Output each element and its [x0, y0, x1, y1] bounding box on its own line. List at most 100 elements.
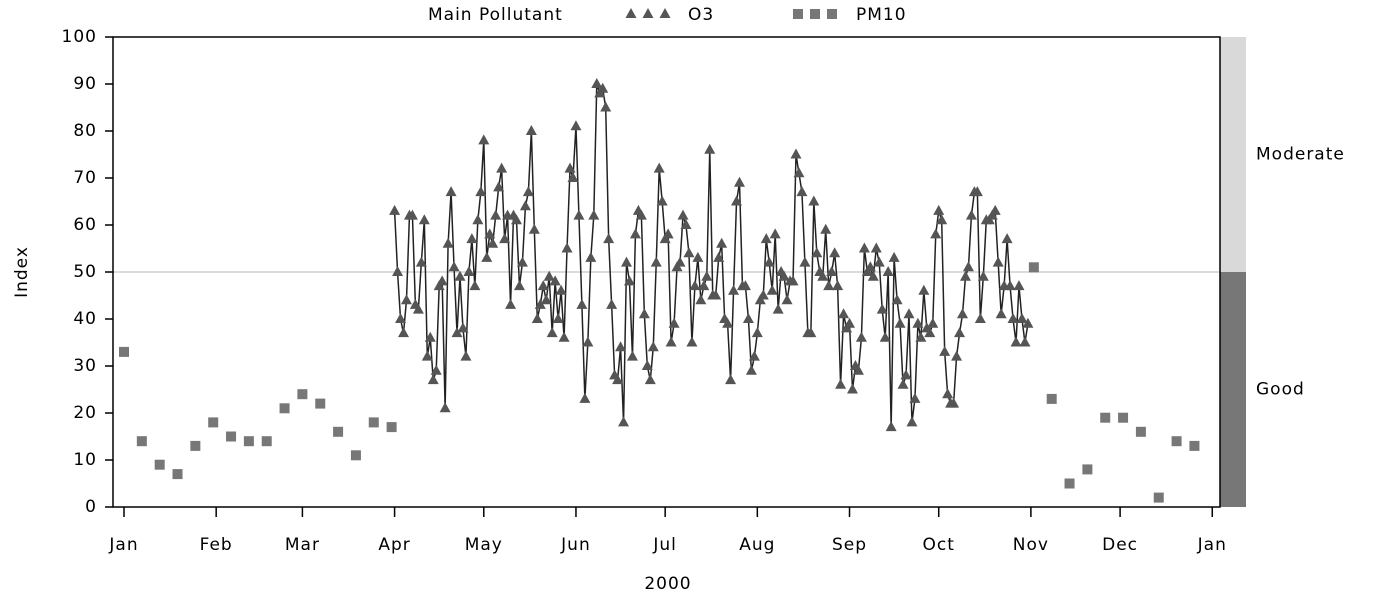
marker-triangle — [531, 313, 543, 323]
category-band — [1220, 37, 1246, 272]
marker-triangle — [939, 345, 951, 356]
marker-triangle — [680, 219, 692, 229]
marker-triangle — [867, 270, 879, 281]
marker-triangle — [820, 223, 832, 234]
x-tick-label: Jun — [560, 535, 591, 555]
marker-triangle — [933, 204, 945, 215]
marker-triangle — [625, 8, 637, 18]
y-tick-label: 20 — [73, 403, 97, 423]
marker-triangle — [909, 392, 921, 403]
marker-triangle — [427, 374, 439, 385]
marker-triangle — [1022, 317, 1034, 328]
marker-square — [1082, 464, 1093, 475]
x-tick-label: Aug — [739, 535, 775, 555]
y-axis-label: Index — [12, 246, 32, 298]
marker-square — [350, 450, 361, 461]
marker-triangle — [695, 294, 707, 305]
y-tick-label: 40 — [73, 309, 97, 329]
marker-triangle — [618, 416, 630, 427]
marker-triangle — [739, 280, 751, 291]
marker-triangle — [790, 148, 802, 159]
band-label: Moderate — [1256, 145, 1345, 165]
marker-square — [1189, 440, 1200, 451]
marker-triangle — [1010, 336, 1022, 347]
marker-triangle — [570, 120, 582, 131]
marker-triangle — [954, 327, 966, 338]
marker-triangle — [912, 317, 924, 328]
marker-triangle — [668, 317, 680, 328]
marker-square — [243, 436, 254, 447]
marker-triangle — [499, 233, 511, 244]
x-tick-label: Feb — [200, 535, 233, 555]
marker-square — [172, 469, 183, 480]
marker-triangle — [686, 336, 698, 347]
marker-triangle — [722, 317, 734, 328]
marker-triangle — [971, 186, 983, 197]
marker-triangle — [460, 350, 472, 361]
marker-triangle — [638, 308, 650, 319]
marker-triangle — [591, 78, 603, 88]
x-tick-label: Sep — [832, 535, 867, 555]
marker-triangle — [659, 8, 671, 18]
marker-triangle — [959, 270, 971, 281]
marker-triangle — [623, 275, 635, 286]
marker-triangle — [439, 402, 451, 413]
marker-triangle — [445, 186, 457, 197]
marker-triangle — [615, 341, 627, 352]
marker-square — [279, 403, 290, 414]
marker-triangle — [936, 214, 948, 225]
marker-triangle — [472, 214, 484, 225]
marker-square — [1064, 478, 1075, 489]
marker-triangle — [864, 261, 876, 272]
marker-triangle — [612, 374, 624, 385]
marker-square — [190, 440, 201, 451]
marker-triangle — [546, 327, 558, 338]
marker-triangle — [957, 308, 969, 319]
marker-square — [386, 422, 397, 433]
marker-triangle — [906, 416, 918, 427]
marker-triangle — [641, 360, 653, 370]
marker-square — [368, 417, 379, 428]
marker-triangle — [463, 266, 475, 276]
marker-triangle — [600, 101, 612, 112]
marker-triangle — [644, 374, 656, 385]
marker-triangle — [490, 209, 502, 220]
marker-triangle — [540, 294, 552, 305]
marker-triangle — [787, 275, 799, 286]
y-tick-label: 30 — [73, 356, 97, 376]
marker-square — [1153, 492, 1164, 503]
marker-triangle — [915, 331, 927, 342]
marker-square — [1100, 412, 1111, 423]
marker-triangle — [487, 237, 499, 248]
marker-triangle — [650, 256, 662, 267]
marker-square — [333, 426, 344, 437]
marker-triangle — [769, 228, 781, 239]
marker-triangle — [573, 209, 585, 220]
marker-triangle — [731, 195, 743, 206]
marker-triangle — [846, 383, 858, 394]
marker-triangle — [558, 331, 570, 342]
y-tick-label: 90 — [73, 74, 97, 94]
x-tick-label: Apr — [378, 535, 410, 555]
marker-triangle — [760, 233, 772, 244]
marker-triangle — [870, 242, 882, 253]
marker-square — [1028, 262, 1039, 273]
marker-triangle — [751, 327, 763, 338]
marker-triangle — [805, 327, 817, 338]
marker-triangle — [677, 209, 689, 220]
marker-triangle — [832, 280, 844, 291]
marker-triangle — [555, 284, 567, 295]
marker-triangle — [1016, 313, 1028, 323]
marker-triangle — [647, 341, 659, 352]
marker-triangle — [930, 228, 942, 239]
marker-triangle — [710, 289, 722, 300]
marker-square — [154, 459, 165, 470]
marker-triangle — [522, 186, 534, 197]
marker-triangle — [689, 280, 701, 291]
marker-triangle — [567, 172, 579, 182]
marker-triangle — [757, 289, 769, 300]
legend-title: Main Pollutant — [428, 5, 563, 25]
marker-triangle — [421, 350, 433, 361]
marker-square — [297, 389, 308, 400]
marker-triangle — [900, 369, 912, 380]
